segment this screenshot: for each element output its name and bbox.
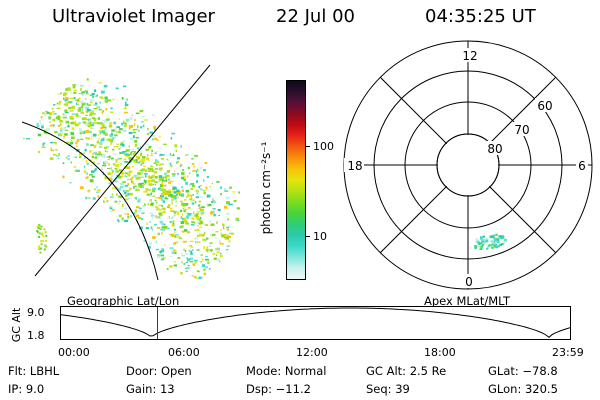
geographic-image bbox=[21, 64, 240, 280]
gc-alt-info: GC Alt: 2.5 Re bbox=[366, 364, 447, 378]
colorbar-tick bbox=[306, 236, 310, 237]
meridian-line bbox=[34, 64, 211, 277]
altitude-tick-9: 9.0 bbox=[27, 306, 45, 319]
seq-info: Seq: 39 bbox=[366, 382, 410, 396]
altitude-strip bbox=[60, 306, 571, 340]
colorbar bbox=[286, 80, 306, 280]
time-label: 04:35:25 UT bbox=[425, 6, 536, 27]
apex-panel-label: Apex MLat/MLT bbox=[424, 294, 511, 308]
time-tick-1800: 18:00 bbox=[424, 346, 456, 359]
date-label: 22 Jul 00 bbox=[276, 6, 355, 27]
colorbar-tick bbox=[306, 146, 310, 147]
time-tick-1200: 12:00 bbox=[296, 346, 328, 359]
colorbar-tick-label-100: 100 bbox=[313, 140, 334, 153]
time-tick-0000: 00:00 bbox=[58, 346, 90, 359]
colorbar-unit-label: photon cm⁻²s⁻¹ bbox=[259, 141, 273, 235]
colorbar-tick-label-10: 10 bbox=[313, 230, 327, 243]
dsp-info: Dsp: −11.2 bbox=[246, 382, 311, 396]
mlt-label-0: 0 bbox=[465, 275, 473, 289]
mlat-label-60: 60 bbox=[537, 99, 552, 113]
filter-info: Flt: LBHL bbox=[8, 364, 60, 378]
polar-center-mask bbox=[438, 135, 498, 195]
mlt-label-18: 18 bbox=[347, 159, 362, 173]
gain-info: Gain: 13 bbox=[126, 382, 175, 396]
mlat-label-80: 80 bbox=[487, 142, 502, 156]
time-tick-0600: 06:00 bbox=[168, 346, 200, 359]
time-tick-2359: 23:59 bbox=[552, 346, 584, 359]
altitude-curve bbox=[60, 307, 571, 338]
door-info: Door: Open bbox=[126, 364, 192, 378]
altitude-axis-label: GC Alt bbox=[10, 307, 23, 343]
aurora-emission bbox=[23, 78, 240, 280]
glat-info: GLat: −78.8 bbox=[488, 364, 558, 378]
instrument-title: Ultraviolet Imager bbox=[52, 6, 215, 27]
mlt-label-6: 6 bbox=[578, 159, 586, 173]
polar-emission bbox=[474, 233, 508, 250]
ip-info: IP: 9.0 bbox=[8, 382, 45, 396]
mlt-label-12: 12 bbox=[462, 49, 477, 63]
polar-plot: 12 6 0 18 60 70 80 bbox=[343, 40, 593, 290]
colorbar-gradient bbox=[286, 80, 306, 280]
latitude-arc bbox=[21, 121, 159, 280]
altitude-tick-1-8: 1.8 bbox=[27, 329, 45, 342]
glon-info: GLon: 320.5 bbox=[488, 382, 558, 396]
mlat-label-70: 70 bbox=[514, 123, 529, 137]
mode-info: Mode: Normal bbox=[246, 364, 327, 378]
geographic-panel-label: Geographic Lat/Lon bbox=[67, 294, 180, 308]
